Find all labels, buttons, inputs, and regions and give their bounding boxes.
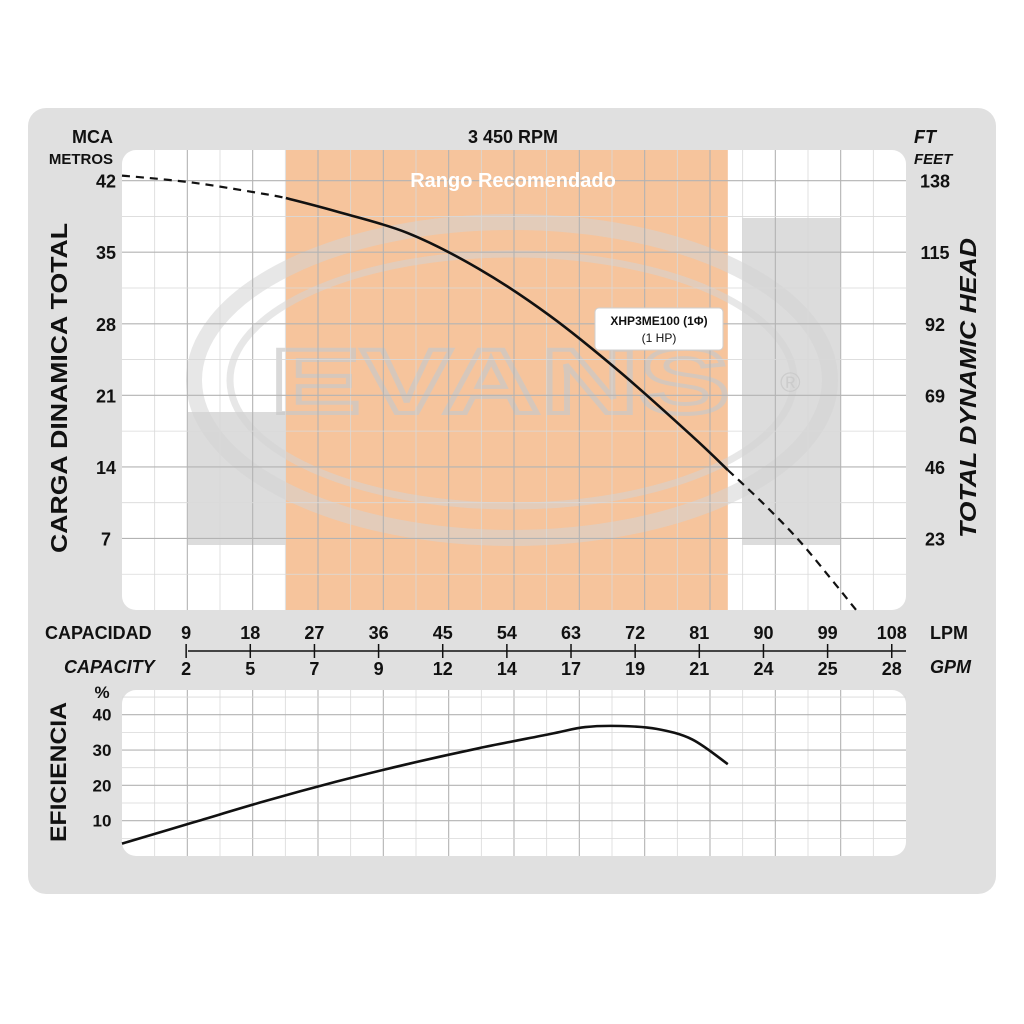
lpm-unit: LPM bbox=[930, 623, 968, 643]
gpm-tick-label: 19 bbox=[625, 659, 645, 679]
y-axis-title-left: CARGA DINAMICA TOTAL bbox=[46, 223, 72, 553]
head-plot: EVANS ® Rango Recomendado XHP3ME100 (1Φ)… bbox=[121, 150, 906, 611]
head-grid bbox=[122, 150, 906, 610]
left-unit-bottom: METROS bbox=[49, 151, 113, 168]
lpm-tick-label: 27 bbox=[304, 623, 324, 643]
capacity-axis: CAPACIDAD CAPACITY 9 18 27 36 45 54 63 72 81 90 99… bbox=[45, 623, 972, 679]
lpm-tick-label: 72 bbox=[625, 623, 645, 643]
efficiency-grid bbox=[122, 690, 906, 856]
gpm-tick-label: 17 bbox=[561, 659, 581, 679]
gpm-tick-label: 21 bbox=[689, 659, 709, 679]
head-tick-label-right: 138 bbox=[920, 172, 950, 192]
head-tick-labels-left: 7 14 21 28 35 42 bbox=[96, 172, 116, 550]
power-label: (1 HP) bbox=[642, 331, 677, 345]
head-tick-label-right: 115 bbox=[920, 243, 949, 263]
head-tick-label-left: 35 bbox=[96, 243, 116, 263]
head-curve-extrapolated-high bbox=[727, 469, 857, 611]
watermark-inner-ring bbox=[226, 250, 798, 510]
head-curve-extrapolated-low bbox=[121, 174, 287, 200]
efficiency-tick-labels: 10 20 30 40 bbox=[93, 706, 112, 831]
efficiency-tick-label: 20 bbox=[93, 776, 112, 795]
efficiency-tick-label: 30 bbox=[93, 741, 112, 760]
chart-title: 3 450 RPM bbox=[468, 127, 558, 147]
y-axis-title-right: TOTAL DYNAMIC HEAD bbox=[955, 238, 981, 538]
lpm-tick-label: 36 bbox=[369, 623, 389, 643]
efficiency-tick-label: 40 bbox=[93, 706, 112, 725]
lpm-tick-labels: 9 18 27 36 45 54 63 72 81 90 99 108 bbox=[181, 623, 907, 643]
watermark-registered-mark: ® bbox=[780, 367, 801, 398]
lpm-tick-label: 99 bbox=[818, 623, 838, 643]
lpm-tick-label: 45 bbox=[433, 623, 453, 643]
lpm-tick-label: 63 bbox=[561, 623, 581, 643]
gpm-tick-label: 14 bbox=[497, 659, 517, 679]
head-tick-label-right: 46 bbox=[925, 458, 945, 478]
recommended-range-label: Rango Recomendado bbox=[410, 170, 616, 192]
efficiency-plot bbox=[121, 690, 906, 856]
gpm-tick-label: 9 bbox=[374, 659, 384, 679]
head-tick-label-right: 92 bbox=[925, 315, 945, 335]
right-unit-top: FT bbox=[914, 127, 938, 147]
gpm-tick-label: 7 bbox=[309, 659, 319, 679]
head-tick-label-right: 69 bbox=[925, 386, 945, 406]
head-tick-labels-right: 23 46 69 92 115 138 bbox=[920, 172, 950, 550]
head-tick-label-left: 7 bbox=[101, 529, 111, 549]
head-tick-label-right: 23 bbox=[925, 529, 945, 549]
lpm-tick-label: 9 bbox=[181, 623, 191, 643]
head-curve bbox=[285, 196, 729, 471]
left-unit-top: MCA bbox=[72, 127, 113, 147]
gpm-tick-labels: 2 5 7 9 12 14 17 19 21 24 25 28 bbox=[181, 659, 902, 679]
head-tick-label-left: 28 bbox=[96, 315, 116, 335]
efficiency-axis-title: EFICIENCIA bbox=[46, 702, 71, 842]
gpm-tick-label: 12 bbox=[433, 659, 453, 679]
efficiency-curve bbox=[121, 724, 729, 845]
gpm-tick-label: 5 bbox=[245, 659, 255, 679]
model-label: XHP3ME100 (1Φ) bbox=[610, 314, 707, 328]
gpm-tick-label: 28 bbox=[882, 659, 902, 679]
lpm-tick-label: 18 bbox=[240, 623, 260, 643]
gpm-tick-label: 25 bbox=[818, 659, 838, 679]
gpm-tick-label: 24 bbox=[753, 659, 773, 679]
capacity-label-en: CAPACITY bbox=[64, 657, 157, 677]
lpm-tick-label: 54 bbox=[497, 623, 517, 643]
head-tick-label-left: 42 bbox=[96, 172, 116, 192]
capacity-label-es: CAPACIDAD bbox=[45, 623, 152, 643]
lpm-tick-label: 108 bbox=[877, 623, 907, 643]
model-label-box bbox=[594, 307, 724, 351]
efficiency-unit: % bbox=[94, 683, 109, 702]
lpm-tick-label: 81 bbox=[689, 623, 709, 643]
gpm-unit: GPM bbox=[930, 657, 972, 677]
head-tick-label-left: 21 bbox=[96, 386, 116, 406]
head-tick-label-left: 14 bbox=[96, 458, 116, 478]
gpm-tick-label: 2 bbox=[181, 659, 191, 679]
capacity-tick-marks bbox=[185, 644, 893, 658]
efficiency-tick-label: 10 bbox=[93, 812, 112, 831]
right-unit-bottom: FEET bbox=[914, 151, 954, 168]
lpm-tick-label: 90 bbox=[753, 623, 773, 643]
